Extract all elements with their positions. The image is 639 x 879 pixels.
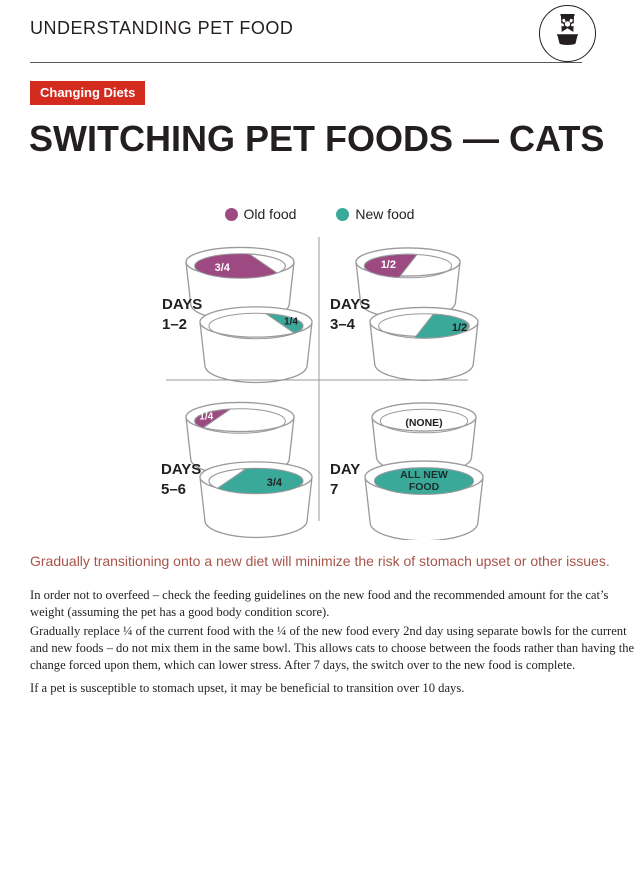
svg-text:1/4: 1/4	[199, 412, 213, 423]
svg-text:DAY: DAY	[330, 461, 360, 478]
svg-text:5–6: 5–6	[161, 481, 186, 498]
svg-text:1–2: 1–2	[162, 316, 187, 333]
svg-text:1/2: 1/2	[452, 322, 467, 334]
svg-text:1/2: 1/2	[381, 259, 396, 271]
svg-text:DAYS: DAYS	[161, 461, 201, 478]
svg-text:(NONE): (NONE)	[405, 417, 442, 429]
svg-text:DAYS: DAYS	[162, 296, 202, 313]
svg-text:ALL NEW: ALL NEW	[400, 469, 448, 481]
svg-text:3/4: 3/4	[267, 477, 283, 489]
svg-text:3–4: 3–4	[330, 316, 356, 333]
svg-text:7: 7	[330, 481, 338, 498]
svg-text:DAYS: DAYS	[330, 296, 370, 313]
svg-text:1/4: 1/4	[284, 317, 298, 328]
svg-text:FOOD: FOOD	[409, 481, 440, 493]
svg-text:3/4: 3/4	[215, 262, 231, 274]
